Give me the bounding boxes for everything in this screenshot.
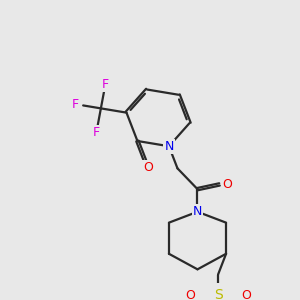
Text: N: N bbox=[164, 140, 174, 153]
Text: F: F bbox=[93, 126, 100, 139]
Text: F: F bbox=[72, 98, 79, 111]
Text: O: O bbox=[223, 178, 232, 191]
Text: N: N bbox=[193, 205, 202, 218]
Text: F: F bbox=[102, 78, 109, 91]
Text: S: S bbox=[214, 288, 222, 300]
Text: O: O bbox=[241, 289, 251, 300]
Text: O: O bbox=[143, 161, 153, 174]
Text: O: O bbox=[185, 289, 195, 300]
